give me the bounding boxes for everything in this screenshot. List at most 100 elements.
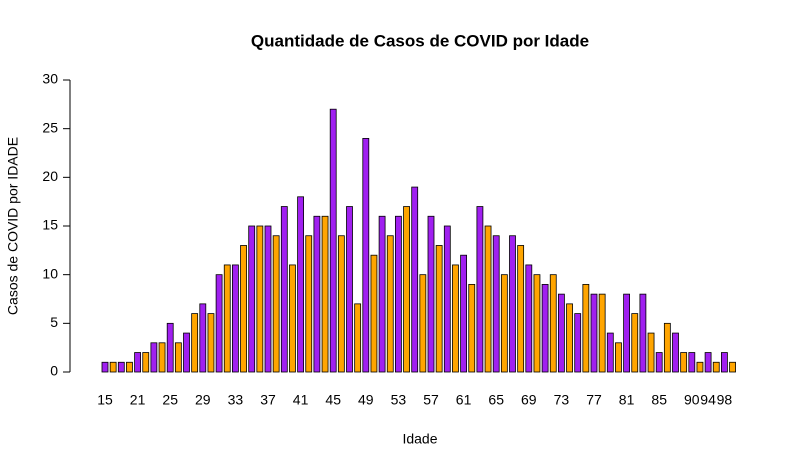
bar: [280, 206, 288, 373]
x-tick-label: 94: [700, 392, 716, 408]
bar: [460, 254, 468, 373]
bar: [672, 332, 679, 373]
bar: [337, 235, 345, 373]
y-tick-label: 20: [42, 168, 58, 184]
bar: [403, 206, 410, 373]
bar: [329, 108, 337, 373]
bar: [362, 137, 370, 373]
bar: [558, 293, 565, 373]
bar: [525, 264, 533, 373]
y-tick-label: 10: [42, 265, 58, 281]
bar: [590, 293, 598, 373]
bar: [289, 264, 296, 373]
y-axis-label: Casos de COVID por IDADE: [5, 137, 21, 315]
y-tick-label: 0: [50, 363, 58, 379]
bar: [297, 196, 305, 373]
bar: [109, 361, 117, 373]
bar: [313, 215, 321, 373]
bar: [435, 245, 443, 373]
x-tick-label: 73: [554, 392, 570, 408]
bar: [117, 361, 125, 373]
bar: [321, 215, 329, 373]
bar: [663, 322, 671, 373]
x-tick-label: 61: [456, 392, 472, 408]
bar: [215, 274, 223, 373]
x-tick-label: 45: [325, 392, 341, 408]
bar: [631, 313, 639, 373]
x-tick-label: 25: [162, 392, 178, 408]
y-tick-label: 15: [42, 217, 58, 233]
bar: [729, 361, 736, 373]
x-tick-label: 49: [358, 392, 374, 408]
bar: [500, 274, 508, 373]
x-tick-label: 81: [619, 392, 635, 408]
bar: [126, 361, 133, 373]
bar: [484, 225, 492, 373]
x-axis-label: Idade: [402, 431, 437, 447]
bar: [647, 332, 655, 373]
bar: [606, 332, 614, 373]
bar: [142, 352, 150, 373]
bar: [704, 352, 712, 373]
x-tick-label: 33: [228, 392, 244, 408]
bar: [158, 342, 166, 373]
bar: [517, 245, 525, 373]
bar: [354, 303, 362, 373]
x-tick-label: 37: [260, 392, 276, 408]
bar: [223, 264, 231, 373]
x-tick-label: 98: [717, 392, 733, 408]
bar: [680, 352, 688, 373]
y-tick-label: 25: [42, 119, 58, 135]
bar: [582, 283, 590, 373]
bar: [419, 274, 427, 373]
bar: [541, 283, 549, 373]
bar: [199, 303, 207, 373]
x-tick-label: 15: [97, 392, 113, 408]
bar: [615, 342, 622, 373]
bar: [370, 254, 378, 373]
y-tick-label: 30: [42, 71, 58, 87]
bar: [696, 361, 704, 373]
bar: [509, 235, 516, 373]
bar: [411, 186, 419, 373]
bar: [134, 352, 142, 373]
bar: [476, 206, 484, 373]
bar: [452, 264, 459, 373]
bar: [256, 225, 264, 373]
bar: [394, 215, 402, 373]
bar: [427, 215, 435, 373]
bar: [566, 303, 573, 373]
bar: [492, 235, 500, 373]
bar: [468, 283, 476, 373]
bar: [264, 225, 272, 373]
bar: [443, 225, 451, 373]
bar: [721, 352, 728, 373]
x-tick-label: 77: [586, 392, 602, 408]
x-tick-label: 29: [195, 392, 211, 408]
bar: [549, 274, 557, 373]
bar: [655, 352, 663, 373]
x-tick-label: 90: [684, 392, 700, 408]
bar: [191, 313, 199, 373]
x-tick-label: 53: [391, 392, 407, 408]
x-tick-label: 57: [423, 392, 439, 408]
bar: [378, 215, 386, 373]
x-tick-label: 69: [521, 392, 537, 408]
y-tick-label: 5: [50, 314, 58, 330]
x-tick-label: 65: [488, 392, 504, 408]
bar: [240, 245, 247, 373]
bar: [248, 225, 256, 373]
bar: [386, 235, 394, 373]
bar: [174, 342, 182, 373]
bar: [533, 274, 541, 373]
bar: [207, 313, 215, 373]
bar: [712, 361, 720, 373]
x-tick-label: 41: [293, 392, 309, 408]
x-tick-label: 21: [130, 392, 146, 408]
bar: [639, 293, 647, 373]
x-tick-label: 85: [651, 392, 667, 408]
chart-title: Quantidade de Casos de COVID por Idade: [251, 31, 589, 50]
bar: [598, 293, 606, 373]
bar: [272, 235, 280, 373]
